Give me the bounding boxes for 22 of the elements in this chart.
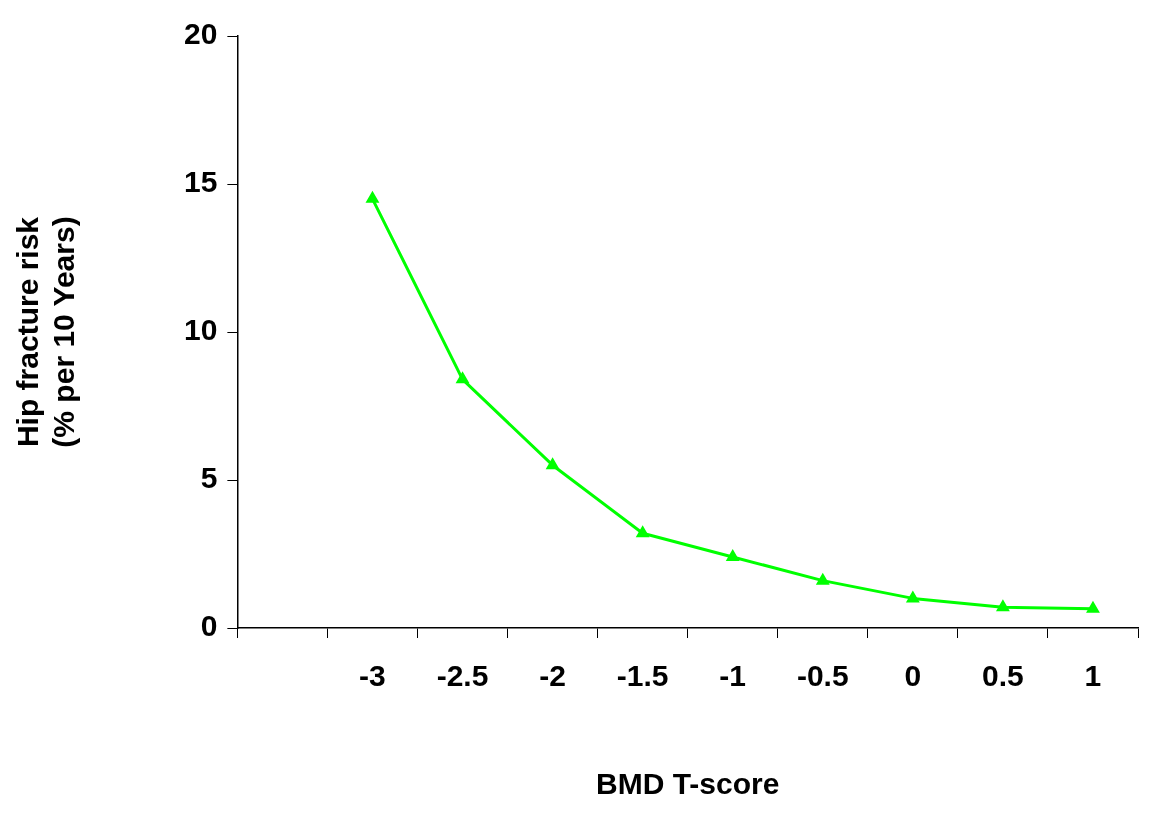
point bbox=[456, 372, 469, 384]
y-tick-label: 20 bbox=[183, 17, 218, 51]
x-tick-label: 0 bbox=[904, 659, 922, 693]
y-tick-label: 0 bbox=[200, 609, 218, 643]
x-tick-label: -1.5 bbox=[616, 659, 669, 693]
point bbox=[726, 550, 739, 561]
point bbox=[546, 458, 559, 470]
x-axis-title: BMD T-score bbox=[596, 767, 780, 801]
x-tick-label: -2.5 bbox=[436, 659, 489, 693]
y-tick-label: 10 bbox=[183, 313, 218, 347]
y-axis-title: Hip fracture risk (% per 10 Years) bbox=[11, 216, 81, 448]
x-tick-label: -0.5 bbox=[796, 659, 849, 693]
x-tick-label: 1 bbox=[1084, 659, 1102, 693]
x-tick-label: -1 bbox=[719, 659, 747, 693]
y-tick-label: 15 bbox=[183, 165, 218, 199]
point bbox=[907, 591, 919, 603]
point bbox=[997, 600, 1009, 612]
y-tick-label: 5 bbox=[200, 461, 218, 495]
x-tick-label: 0.5 bbox=[982, 659, 1024, 693]
point bbox=[636, 526, 649, 538]
x-tick-label: -2 bbox=[539, 659, 566, 693]
x-tick-label: -3 bbox=[359, 659, 386, 693]
